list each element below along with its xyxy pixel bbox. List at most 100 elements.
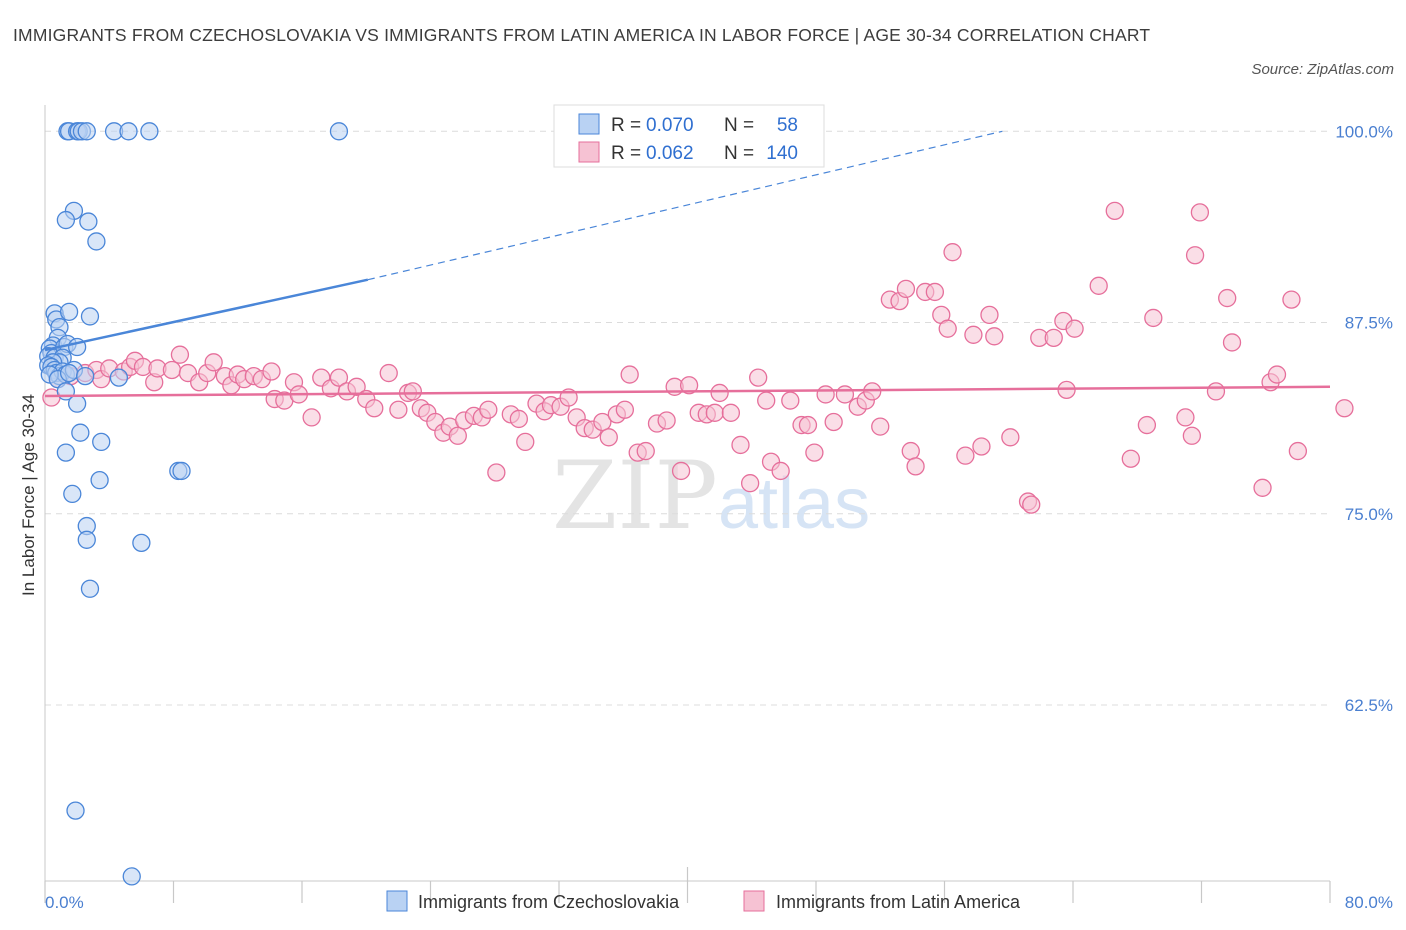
axes — [44, 105, 1331, 903]
latin-america-point — [1182, 426, 1202, 445]
latin-america-point — [448, 426, 467, 445]
latin-america-point — [1206, 382, 1226, 401]
latin-america-point — [1137, 415, 1157, 435]
czechoslovakia-point — [77, 122, 96, 141]
latin-america-point — [1218, 288, 1237, 308]
y-tick-labels: 100.0% 87.5% 75.0% 62.5% — [1335, 122, 1393, 715]
series-swatch-pink — [743, 890, 765, 912]
trend-lines — [44, 130, 1331, 398]
legend-r-label-pink: R = — [611, 143, 641, 164]
latin-america-point — [805, 443, 824, 462]
latin-america-point — [798, 415, 818, 435]
latin-america-point — [1267, 365, 1287, 384]
latin-america-point — [816, 385, 835, 404]
legend-r-label-blue: R = — [611, 115, 641, 136]
stats-legend: R = 0.070 N = 58 R = 0.062 N = 140 — [553, 104, 825, 168]
czechoslovakia-point — [140, 122, 159, 141]
latin-america-point — [710, 383, 729, 403]
trend-line-latin-america — [44, 385, 1331, 398]
czechoslovakia-point — [67, 394, 87, 413]
latin-america-point — [1176, 408, 1195, 427]
latin-america-point — [781, 391, 800, 410]
czechoslovakia-point — [56, 210, 76, 230]
latin-america-point — [302, 408, 321, 427]
latin-america-point — [262, 362, 281, 381]
trend-line-czechoslovakia — [44, 278, 369, 352]
latin-america-point — [731, 435, 750, 455]
czechoslovakia-point — [329, 122, 349, 141]
latin-america-point — [365, 399, 384, 418]
y-tick-label: 87.5% — [1345, 314, 1393, 333]
czechoslovakia-point — [92, 432, 111, 452]
latin-america-point — [871, 417, 890, 436]
x-tick-label-min: 0.0% — [45, 893, 84, 912]
latin-america-point — [1288, 441, 1308, 461]
latin-america-point — [863, 382, 882, 401]
legend-swatch-blue — [578, 113, 600, 135]
latin-america-point — [204, 353, 223, 372]
legend-r-value-pink: 0.062 — [646, 143, 694, 164]
czechoslovakia-point — [59, 302, 79, 321]
latin-america-point — [824, 412, 843, 432]
czechoslovakia-point — [71, 423, 90, 442]
trend-line-czechoslovakia-extension — [367, 130, 1003, 281]
y-axis-label: In Labor Force | Age 30-34 — [19, 394, 38, 596]
latin-america-point — [403, 382, 422, 401]
legend-n-value-pink: 140 — [766, 143, 798, 164]
latin-america-point — [671, 461, 691, 481]
latin-america-point — [657, 411, 676, 430]
latin-america-point — [679, 376, 699, 395]
latin-america-point — [985, 327, 1004, 346]
latin-america-point — [956, 446, 975, 465]
latin-america-point — [1044, 328, 1063, 348]
latin-america-point — [620, 365, 639, 384]
latin-america-point — [1022, 495, 1041, 514]
x-tick-label-max: 80.0% — [1345, 893, 1393, 912]
latin-america-point — [906, 457, 925, 476]
legend-n-label-pink: N = — [724, 143, 754, 164]
latin-america-point — [938, 319, 957, 338]
czechoslovakia-point — [76, 366, 95, 386]
czechoslovakia-point — [80, 307, 100, 326]
y-tick-label: 100.0% — [1335, 122, 1393, 141]
latin-america-point — [509, 409, 528, 429]
latin-america-point — [1282, 290, 1301, 309]
czechoslovakia-point — [132, 533, 151, 553]
latin-america-point — [329, 368, 349, 387]
y-tick-label: 62.5% — [1345, 696, 1393, 715]
latin-america-point — [771, 461, 790, 481]
czechoslovakia-point — [56, 443, 76, 462]
source-credit: Source: ZipAtlas.com — [1251, 61, 1394, 78]
latin-america-point — [1089, 276, 1108, 295]
czechoslovakia-point — [119, 122, 138, 141]
legend-swatch-pink — [578, 141, 600, 163]
latin-america-point — [1185, 246, 1205, 265]
latin-america-point — [943, 243, 962, 262]
latin-america-point — [516, 432, 535, 452]
series-swatch-blue — [386, 890, 408, 912]
czechoslovakia-point — [79, 212, 98, 231]
czechoslovakia-point — [87, 232, 106, 251]
latin-america-point — [972, 437, 991, 456]
latin-america-point — [1001, 428, 1020, 447]
latin-america-point — [1105, 201, 1124, 221]
latin-america-point — [347, 377, 366, 396]
czechoslovakia-point — [66, 801, 85, 820]
czechoslovakia-point — [172, 461, 191, 481]
latin-america-point — [1065, 319, 1084, 338]
latin-america-point — [705, 403, 724, 422]
czechoslovakia-point — [90, 470, 109, 490]
czechoslovakia-point — [109, 368, 129, 387]
chart-title: IMMIGRANTS FROM CZECHOSLOVAKIA VS IMMIGR… — [13, 25, 1151, 45]
legend-n-value-blue: 58 — [777, 115, 798, 136]
latin-america-point — [757, 391, 776, 410]
series-legend: Immigrants from Czechoslovakia Immigrant… — [386, 890, 1021, 912]
latin-america-point — [749, 368, 768, 387]
legend-n-label-blue: N = — [724, 115, 754, 136]
latin-america-point — [925, 282, 945, 302]
latin-america-point — [162, 360, 182, 380]
latin-america-point — [389, 400, 408, 419]
latin-america-point — [1144, 308, 1163, 328]
czechoslovakia-point — [77, 530, 96, 549]
